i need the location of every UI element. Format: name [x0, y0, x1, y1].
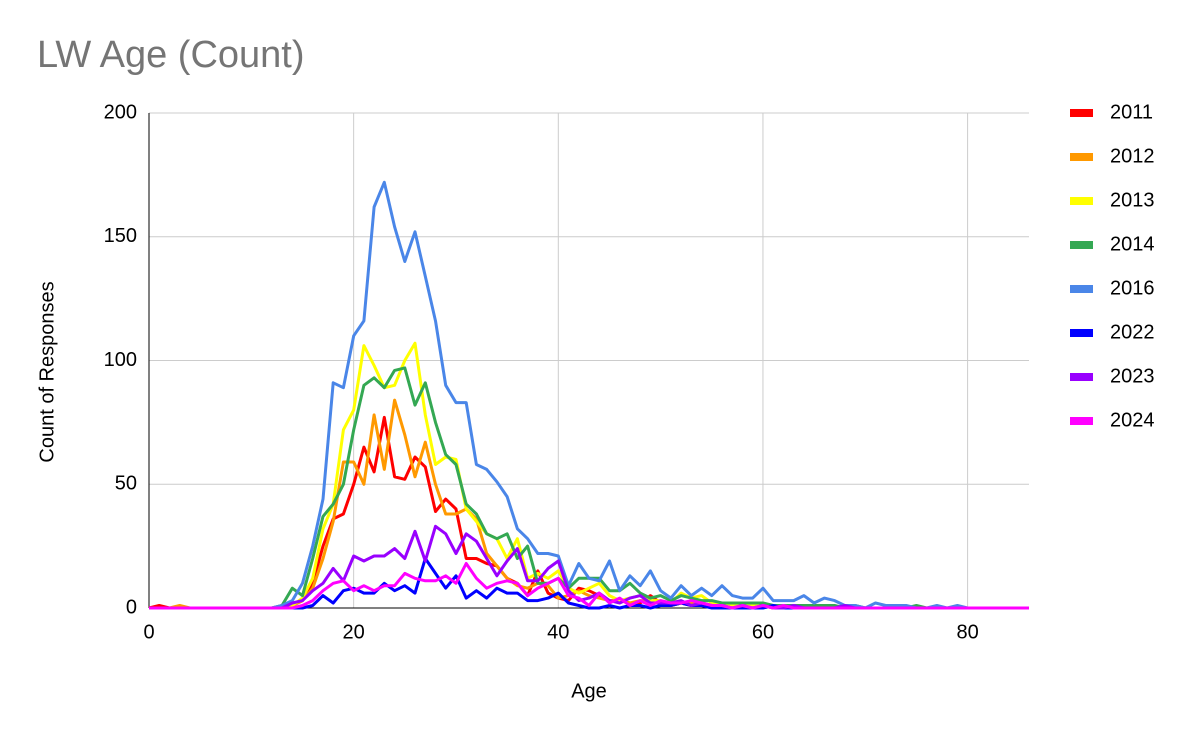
legend-swatch	[1070, 329, 1093, 337]
y-tick-label: 50	[115, 473, 137, 495]
legend-label: 2014	[1110, 233, 1155, 255]
x-tick-label: 0	[143, 621, 154, 643]
x-tick-label: 80	[956, 621, 978, 643]
series-line	[149, 180, 1029, 610]
legend-swatch	[1070, 241, 1093, 249]
series-line	[149, 562, 1029, 610]
legend-label: 2012	[1110, 145, 1155, 167]
x-tick-label: 40	[547, 621, 569, 643]
legend-swatch	[1070, 197, 1093, 205]
legend-label: 2011	[1110, 101, 1153, 123]
legend-swatch	[1070, 109, 1093, 117]
legend-label: 2013	[1110, 189, 1155, 211]
y-axis-label: Count of Responses	[36, 281, 58, 462]
legend-swatch	[1070, 153, 1093, 161]
x-axis-label: Age	[571, 680, 607, 702]
legend-swatch	[1070, 417, 1093, 425]
legend-label: 2016	[1110, 277, 1155, 299]
chart-title: LW Age (Count)	[37, 34, 305, 76]
y-tick-label: 100	[104, 349, 137, 371]
y-tick-label: 200	[104, 101, 137, 123]
x-tick-label: 20	[343, 621, 365, 643]
x-tick-label: 60	[752, 621, 774, 643]
legend-label: 2023	[1110, 365, 1155, 387]
legend-label: 2022	[1110, 321, 1155, 343]
legend-swatch	[1070, 373, 1093, 381]
y-tick-label: 0	[126, 596, 137, 618]
legend-swatch	[1070, 285, 1093, 293]
legend-label: 2024	[1110, 409, 1155, 431]
y-tick-label: 150	[104, 225, 137, 247]
